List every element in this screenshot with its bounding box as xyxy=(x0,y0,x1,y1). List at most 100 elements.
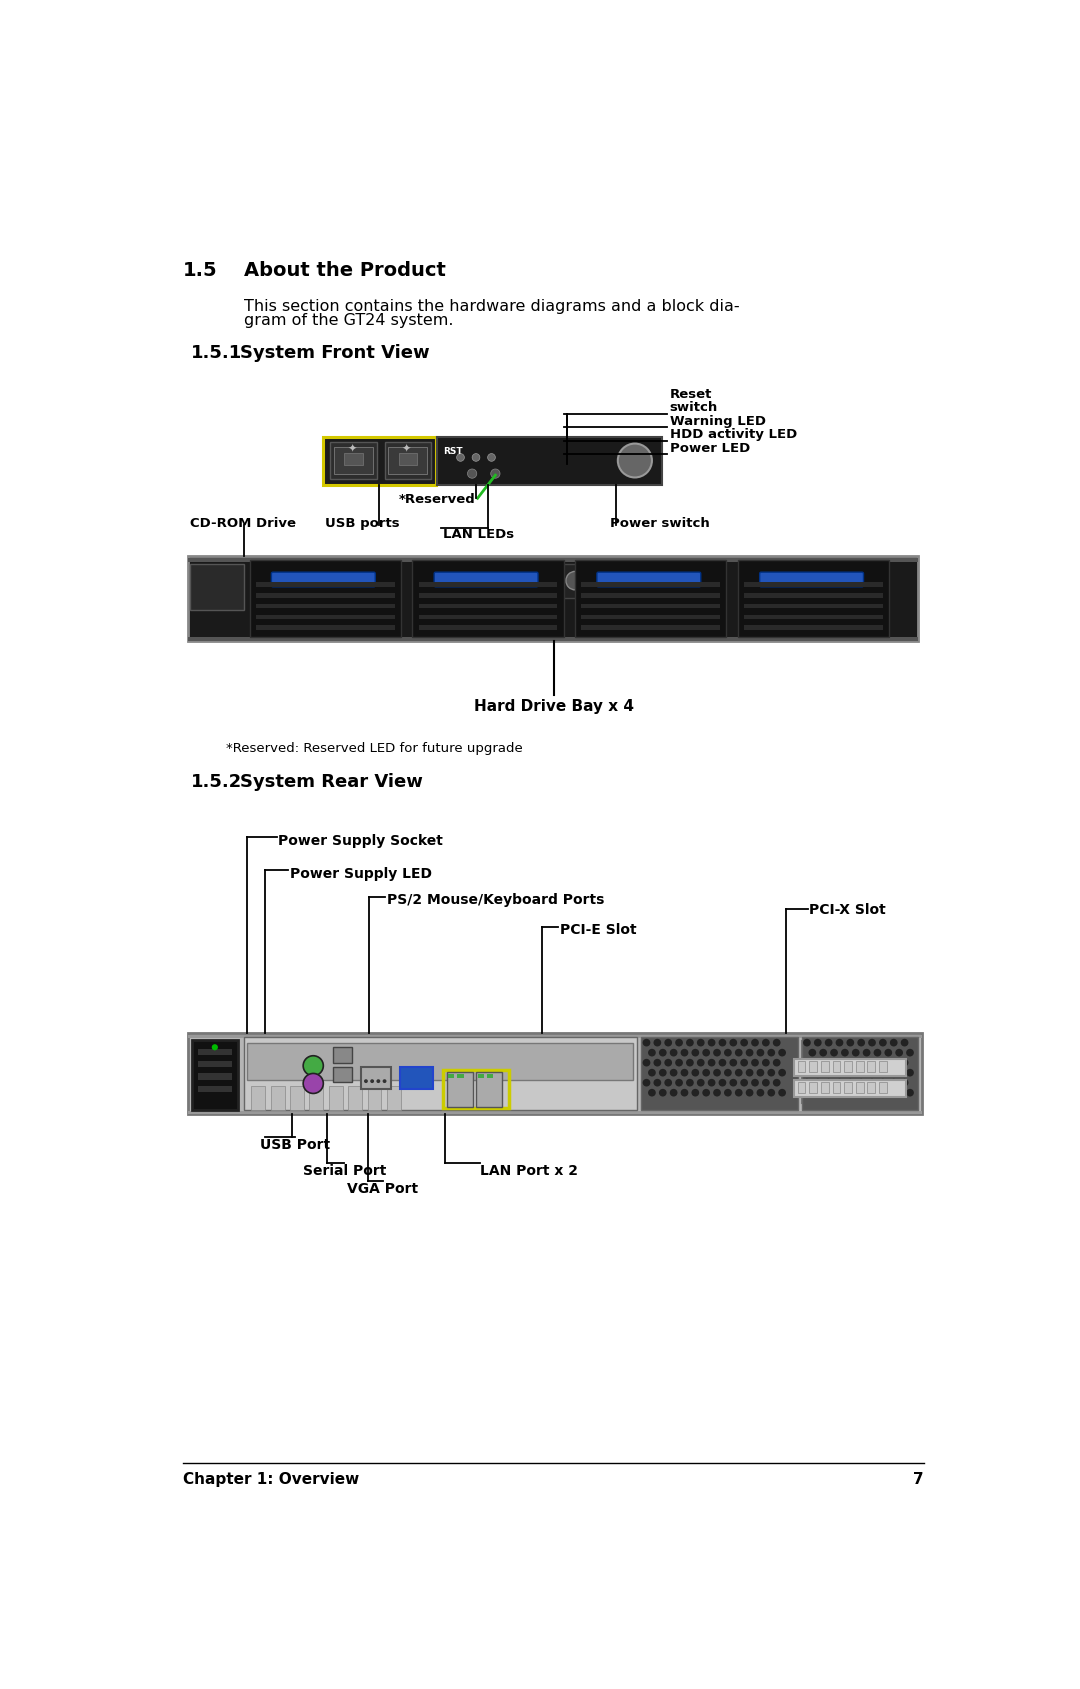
Circle shape xyxy=(648,1089,656,1096)
Circle shape xyxy=(836,1079,843,1088)
Text: System Front View: System Front View xyxy=(240,343,429,361)
Text: This section contains the hardware diagrams and a block dia-: This section contains the hardware diagr… xyxy=(243,299,739,314)
Bar xyxy=(256,615,394,620)
Circle shape xyxy=(697,1039,704,1047)
Circle shape xyxy=(804,1079,811,1088)
FancyBboxPatch shape xyxy=(271,573,375,588)
Text: LAN Port x 2: LAN Port x 2 xyxy=(480,1164,578,1177)
Circle shape xyxy=(895,1069,903,1078)
Circle shape xyxy=(686,1079,693,1088)
Circle shape xyxy=(841,1049,849,1057)
Text: HDD activity LED: HDD activity LED xyxy=(670,429,797,441)
Bar xyxy=(833,1061,840,1073)
Circle shape xyxy=(675,1059,683,1067)
Circle shape xyxy=(648,1049,656,1057)
Bar xyxy=(243,1037,637,1111)
Bar xyxy=(855,1083,864,1093)
Bar xyxy=(867,1083,875,1093)
Circle shape xyxy=(768,1049,775,1057)
Circle shape xyxy=(659,1069,666,1078)
Circle shape xyxy=(686,1039,693,1047)
Circle shape xyxy=(740,1039,748,1047)
Text: 1.5: 1.5 xyxy=(183,260,218,279)
Text: Reset: Reset xyxy=(670,388,712,402)
Circle shape xyxy=(691,1089,699,1096)
Circle shape xyxy=(779,1049,786,1057)
Circle shape xyxy=(680,1049,688,1057)
Circle shape xyxy=(874,1069,881,1078)
Text: Power Supply LED: Power Supply LED xyxy=(291,866,432,880)
FancyBboxPatch shape xyxy=(330,443,377,480)
Circle shape xyxy=(740,1059,748,1067)
Circle shape xyxy=(895,1049,903,1057)
Circle shape xyxy=(890,1079,897,1088)
Bar xyxy=(744,593,882,598)
Circle shape xyxy=(831,1089,838,1096)
Circle shape xyxy=(901,1039,908,1047)
Circle shape xyxy=(820,1089,827,1096)
Bar xyxy=(809,1083,816,1093)
Circle shape xyxy=(664,1079,672,1088)
Circle shape xyxy=(751,1039,759,1047)
Circle shape xyxy=(745,1069,754,1078)
Bar xyxy=(188,637,918,642)
Bar xyxy=(271,1086,284,1111)
Bar xyxy=(334,448,373,475)
Bar xyxy=(437,437,662,486)
Circle shape xyxy=(868,1059,876,1067)
Circle shape xyxy=(863,1089,870,1096)
Circle shape xyxy=(566,573,584,591)
Bar xyxy=(476,1073,502,1106)
Circle shape xyxy=(707,1079,715,1088)
Text: PCI-X Slot: PCI-X Slot xyxy=(809,904,886,917)
Circle shape xyxy=(841,1089,849,1096)
Bar xyxy=(190,564,244,610)
Bar xyxy=(821,1083,828,1093)
FancyBboxPatch shape xyxy=(400,1067,433,1089)
Circle shape xyxy=(734,1089,743,1096)
Bar xyxy=(576,561,727,637)
Circle shape xyxy=(729,1059,738,1067)
Circle shape xyxy=(643,1059,650,1067)
Text: About the Product: About the Product xyxy=(243,260,445,279)
Circle shape xyxy=(670,1049,677,1057)
Circle shape xyxy=(653,1059,661,1067)
Text: switch: switch xyxy=(670,400,718,414)
Circle shape xyxy=(890,1039,897,1047)
Circle shape xyxy=(768,1069,775,1078)
Bar xyxy=(642,1037,798,1111)
Circle shape xyxy=(841,1069,849,1078)
Circle shape xyxy=(680,1089,688,1096)
Text: Chapter 1: Overview: Chapter 1: Overview xyxy=(183,1471,360,1486)
FancyBboxPatch shape xyxy=(759,573,864,588)
Circle shape xyxy=(868,1039,876,1047)
Bar xyxy=(444,1071,509,1108)
Circle shape xyxy=(740,1079,748,1088)
Circle shape xyxy=(670,1069,677,1078)
Circle shape xyxy=(718,1059,727,1067)
Circle shape xyxy=(691,1049,699,1057)
Circle shape xyxy=(814,1039,822,1047)
Circle shape xyxy=(814,1059,822,1067)
Bar xyxy=(879,1083,887,1093)
Bar xyxy=(348,1086,362,1111)
Bar xyxy=(801,1042,879,1103)
Circle shape xyxy=(734,1049,743,1057)
Circle shape xyxy=(745,1049,754,1057)
Circle shape xyxy=(702,1089,710,1096)
Circle shape xyxy=(901,1079,908,1088)
Circle shape xyxy=(879,1059,887,1067)
Text: ✦: ✦ xyxy=(348,444,356,454)
Bar xyxy=(855,1061,864,1073)
Circle shape xyxy=(858,1059,865,1067)
Text: VGA Port: VGA Port xyxy=(348,1182,419,1196)
FancyBboxPatch shape xyxy=(362,1067,391,1089)
Text: CD-ROM Drive: CD-ROM Drive xyxy=(190,517,297,530)
Bar xyxy=(458,1074,463,1078)
Circle shape xyxy=(814,1079,822,1088)
Circle shape xyxy=(751,1079,759,1088)
Circle shape xyxy=(303,1056,323,1076)
Bar xyxy=(744,583,882,588)
Circle shape xyxy=(825,1079,833,1088)
FancyBboxPatch shape xyxy=(597,573,701,588)
